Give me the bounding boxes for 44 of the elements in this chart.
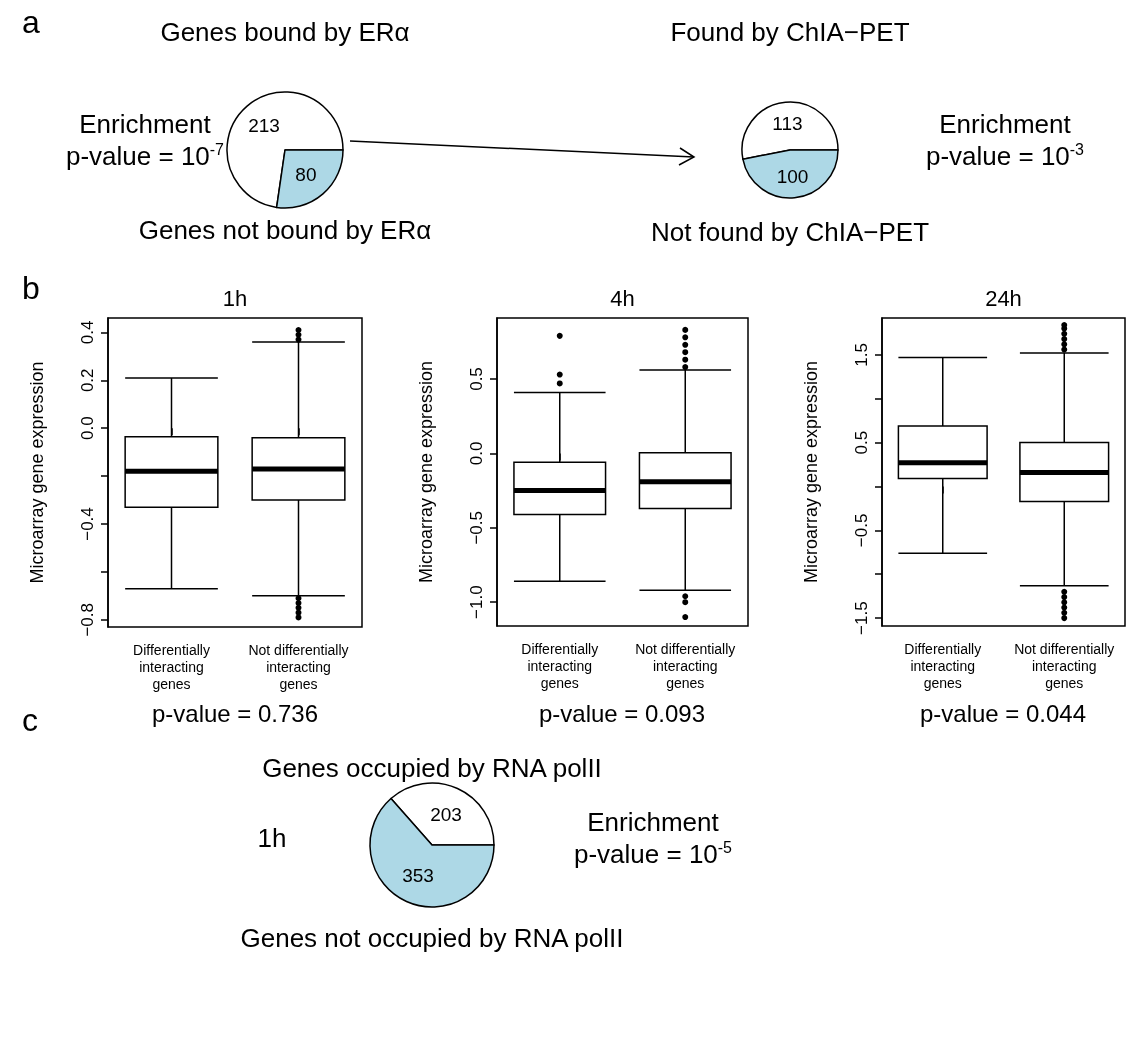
y-tick-label: −0.5 [467,511,486,545]
slice-label: Genes not bound by ERα [138,215,432,245]
data-label: 80 [295,163,317,185]
text: b [22,270,40,306]
text: 1h [257,823,287,853]
chart-title: 24h [985,285,1022,311]
y-axis-title: Microarray gene expression [27,361,47,584]
slice-label: Found by ChIA−PET [670,17,910,47]
slice-label: Genes not occupied by RNA polII [240,923,624,953]
text: c [22,702,38,738]
y-tick-label: −0.4 [78,507,97,541]
x-tick-label: Differentially interacting genes [521,640,599,691]
slice-label: Genes occupied by RNA polII [262,753,602,783]
data-label: 100 [776,166,809,188]
x-tick-label: Differentially interacting genes [904,640,982,691]
slice-label: Genes bound by ERα [160,17,410,47]
y-axis-title: Microarray gene expression [416,360,436,584]
data-label: 113 [772,112,803,134]
slice-label: Not found by ChIA−PET [650,217,930,247]
y-tick-label: 0.0 [78,416,97,441]
y-tick-label: 0.0 [467,441,486,466]
y-tick-label: −0.5 [852,513,871,548]
x-tick-label: Not differentially interacting genes [248,641,349,692]
y-axis-title: Microarray gene expression [801,360,821,584]
text: p-value = 0.736 [151,699,319,727]
chart-title: 4h [610,285,635,311]
data-label: 203 [430,803,462,825]
y-tick-label: −1.0 [467,585,486,619]
x-tick-label: Not differentially interacting genes [635,640,736,691]
y-tick-label: 0.2 [78,368,97,393]
x-tick-label: Not differentially interacting genes [1014,640,1115,691]
chart-title: 1h [222,285,248,311]
y-tick-label: 0.5 [467,367,486,391]
y-tick-label: 1.5 [852,343,871,367]
data-label: 353 [402,865,434,887]
x-tick-label: Differentially interacting genes [133,641,210,692]
text: a [22,4,40,40]
y-tick-label: 0.4 [78,320,97,345]
y-tick-label: 0.5 [852,430,871,455]
y-tick-label: −0.8 [78,603,97,637]
data-label: 213 [248,115,280,137]
text: p-value = 0.093 [538,699,706,727]
text: p-value = 0.044 [919,699,1087,727]
y-tick-label: −1.5 [852,601,871,635]
